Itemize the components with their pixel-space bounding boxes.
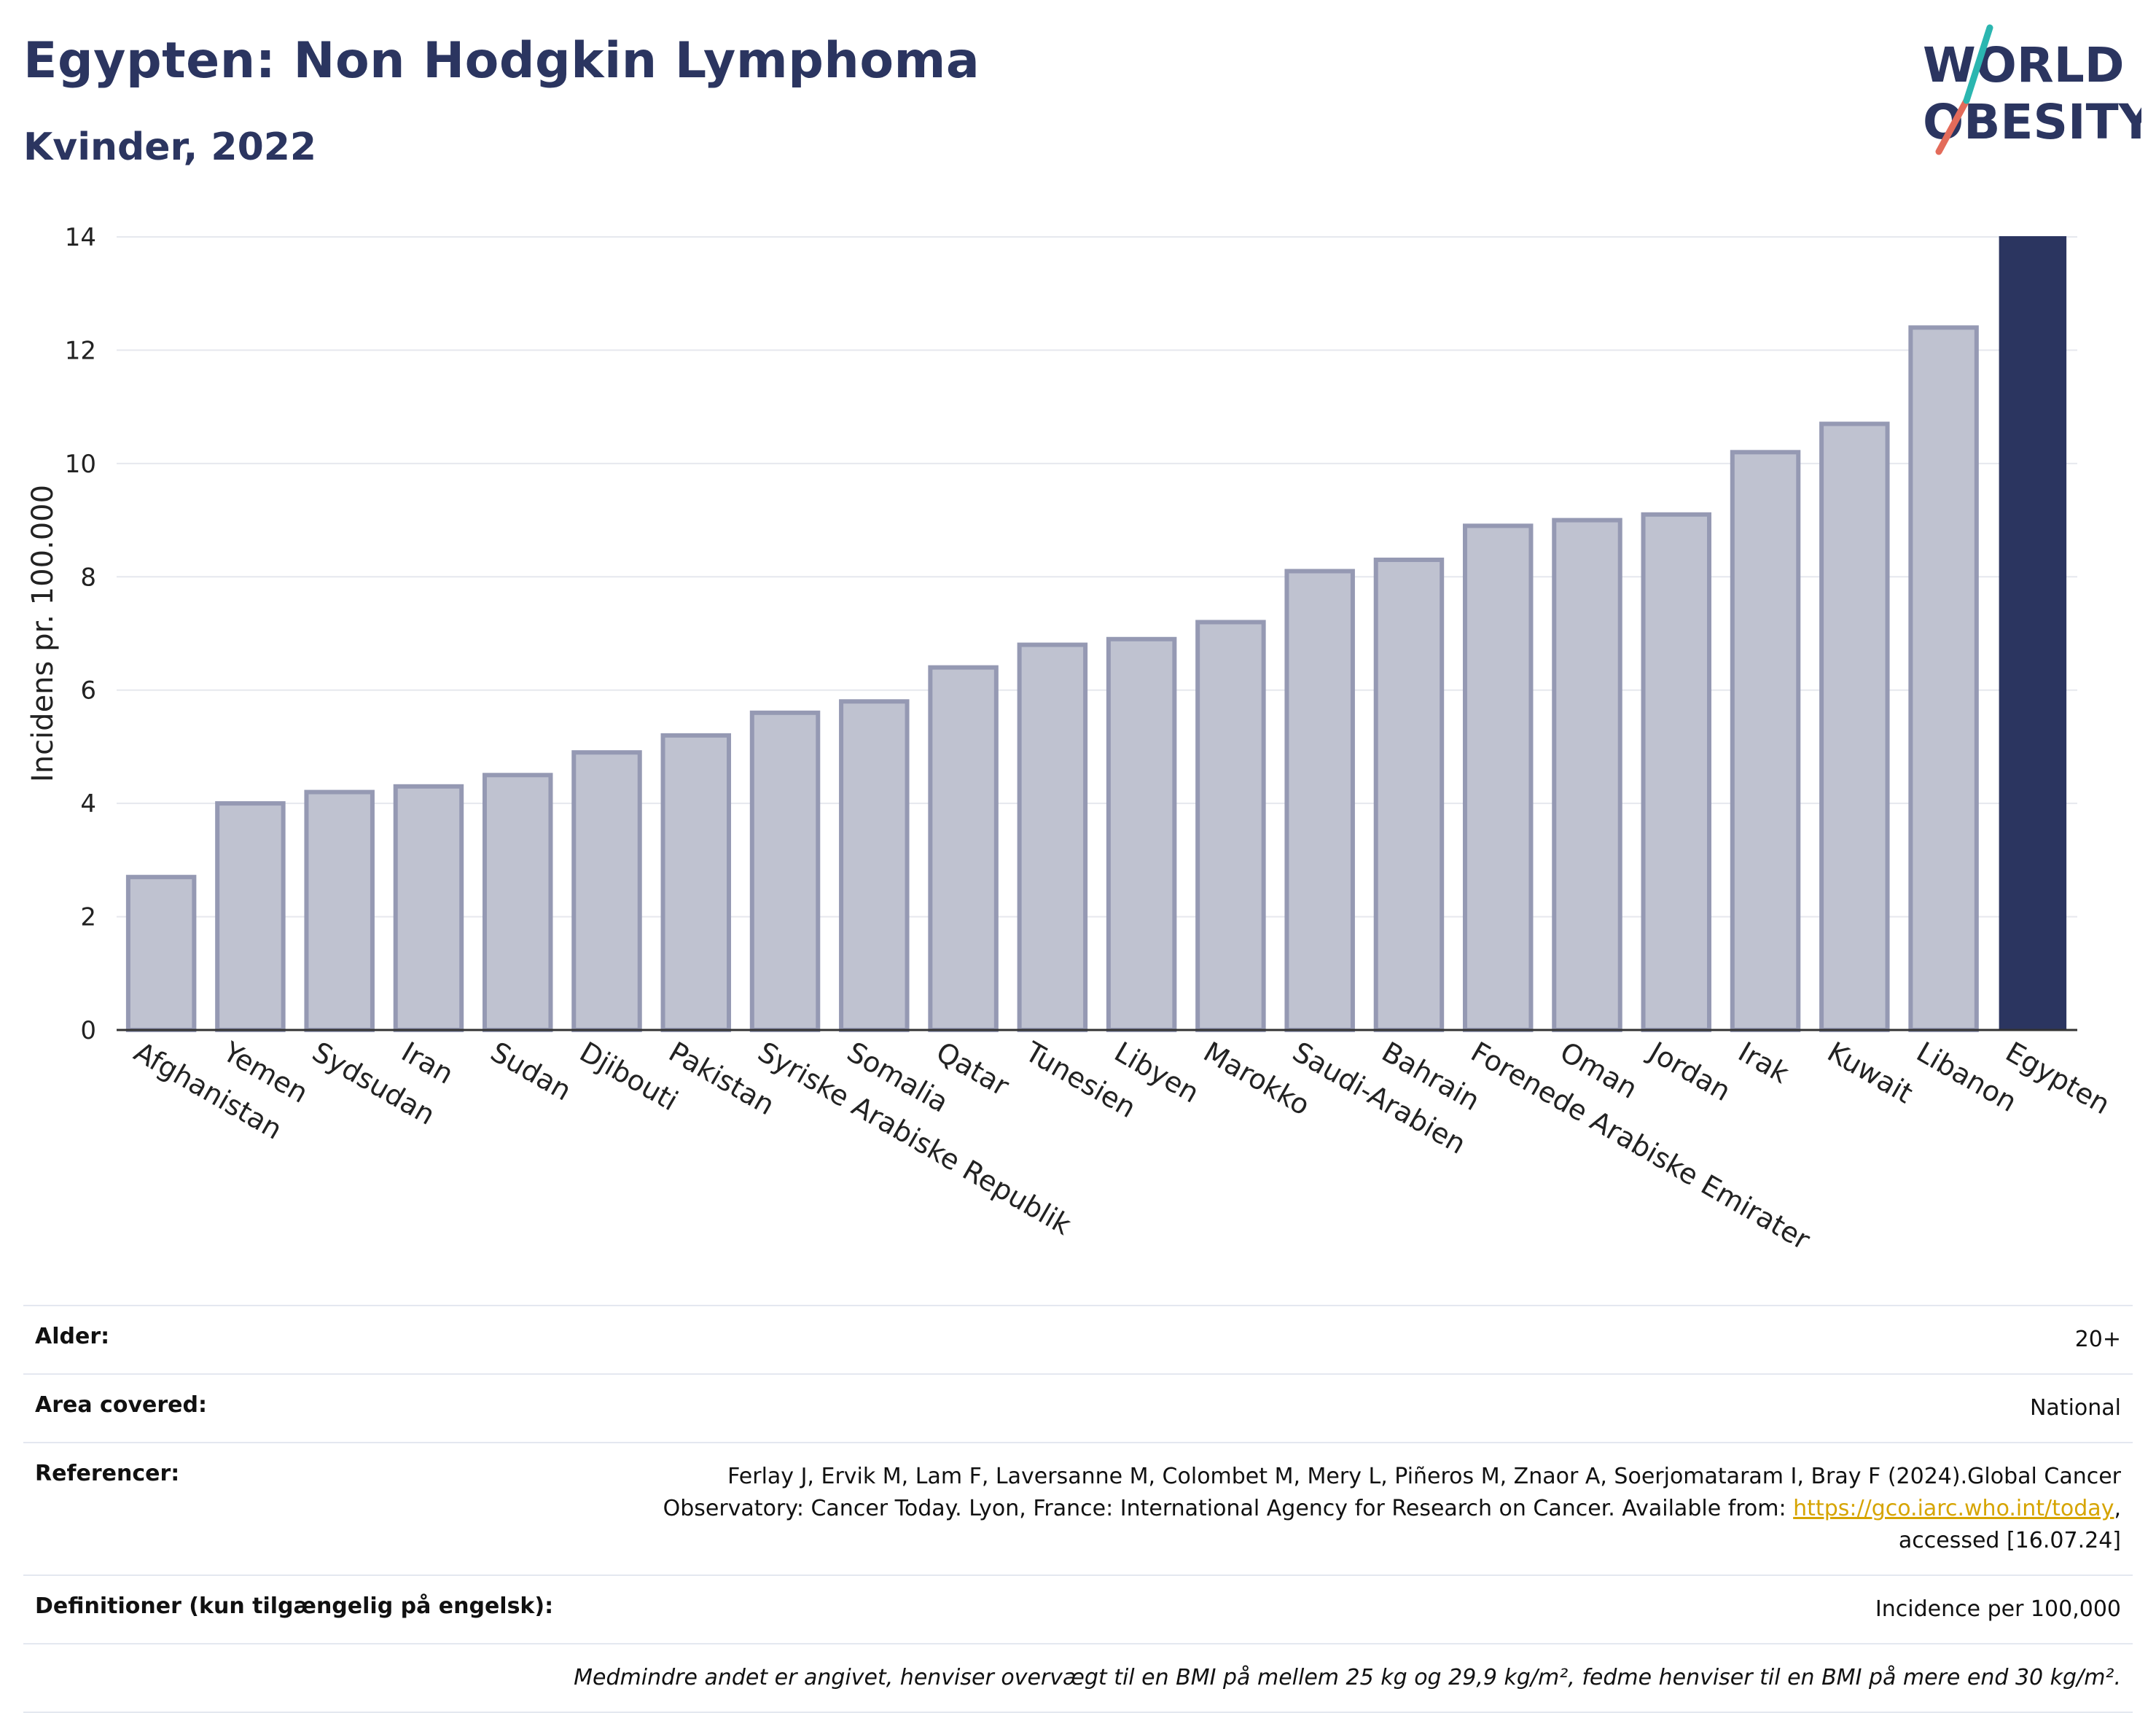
bar-irak [1730,450,1801,1033]
x-tick-label: Sudan [485,1036,577,1107]
bar-sudan [482,773,553,1032]
info-row-references: Referencer: Ferlay J, Ervik M, Lam F, La… [23,1442,2133,1575]
references-value: Ferlay J, Ervik M, Lam F, Laversanne M, … [634,1461,2121,1557]
bar-saudi-arabien [1284,569,1355,1032]
area-label: Area covered: [35,1392,207,1418]
x-tick-label: Jordan [1643,1035,1736,1108]
definitions-value: Incidence per 100,000 [1875,1596,2121,1622]
logo-line-2: OBESITY [1923,94,2141,150]
bmi-note: Medmindre andet er angivet, henviser ove… [574,1665,2121,1690]
y-tick-label: 12 [65,336,96,365]
bar-djibouti [571,750,642,1032]
y-tick-label: 0 [80,1016,96,1045]
info-row-area: Area covered: National [23,1373,2133,1442]
bar-egypten [1999,236,2067,1031]
age-value: 20+ [2074,1327,2121,1352]
info-table: Alder: 20+ Area covered: National Refere… [23,1305,2133,1713]
bar-tunesien [1017,642,1088,1032]
chart-title: Egypten: Non Hodgkin Lymphoma [23,32,980,90]
references-link[interactable]: https://gco.iarc.who.int/today [1793,1496,2114,1521]
bar-afghanistan [125,875,197,1033]
x-tick-label: Irak [1733,1036,1794,1090]
logo-slash-red [1935,97,1970,155]
references-label: Referencer: [35,1461,180,1486]
bar-libanon [1908,325,1979,1033]
y-tick-label: 8 [80,563,96,592]
bar-qatar [928,665,999,1033]
logo-slash-teal [1963,24,1993,104]
y-axis-ticks: 0 2 4 6 8 10 12 14 [65,223,96,1045]
x-tick-label: Egypten [2000,1036,2115,1121]
info-row-age: Alder: 20+ [23,1305,2133,1373]
x-tick-label: Djibouti [574,1036,684,1117]
bar-syriske-arabiske-republik [749,710,821,1032]
y-tick-label: 14 [65,223,96,252]
info-row-definitions: Definitioner (kun tilgængelig på engelsk… [23,1575,2133,1643]
definitions-label: Definitioner (kun tilgængelig på engelsk… [35,1593,554,1619]
y-tick-label: 10 [65,450,96,479]
y-tick-label: 6 [80,676,96,706]
logo-line-1: WORLD [1923,37,2125,93]
bar-libyen [1106,636,1177,1032]
area-value: National [2029,1395,2121,1421]
y-tick-label: 2 [80,903,96,932]
x-tick-label: Libanon [1911,1036,2022,1118]
x-tick-label: Kuwait [1822,1036,1918,1110]
x-tick-label: Iran [396,1036,458,1090]
bar-iran [393,784,464,1032]
chart-subtitle: Kvinder, 2022 [23,125,317,169]
bar-forenede-arabiske-emirater [1462,523,1534,1033]
info-row-note: Medmindre andet er angivet, henviser ove… [23,1643,2133,1713]
bar-bahrain [1373,557,1445,1032]
bar-marokko [1195,620,1266,1032]
bar-somalia [839,699,910,1032]
references-accessed: , accessed [16.07.24] [1898,1496,2121,1553]
bar-pakistan [660,733,732,1033]
bar-yemen [215,801,286,1033]
bar-oman [1552,518,1622,1033]
y-axis-label: Incidens pr. 100.000 [26,485,60,782]
bar-kuwait [1819,421,1890,1032]
world-obesity-logo: WORLD OBESITY [1923,24,2141,155]
bar-sydsudan [304,789,375,1032]
references-text: Ferlay J, Ervik M, Lam F, Laversanne M, … [663,1464,2121,1521]
y-tick-label: 4 [80,789,96,819]
age-label: Alder: [35,1324,110,1349]
bars [125,236,2067,1033]
bar-jordan [1641,512,1712,1032]
